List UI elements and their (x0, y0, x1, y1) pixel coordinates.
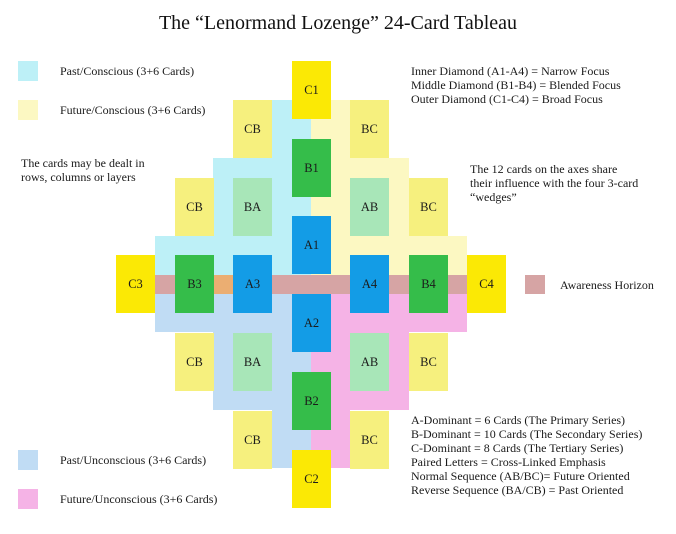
card-label: B4 (421, 276, 436, 291)
card-cb-bottom-left-outer[interactable]: CB (233, 411, 272, 469)
card-label: BC (420, 354, 437, 369)
legend-label-future-conscious: Future/Conscious (3+6 Cards) (60, 103, 206, 117)
legend-swatch-past-conscious (18, 61, 38, 81)
card-label: CB (186, 199, 203, 214)
legend-swatch-awareness-horizon (525, 275, 545, 294)
card-b4[interactable]: B4 (409, 255, 448, 313)
note-axes: The 12 cards on the axes share their inf… (470, 162, 638, 204)
card-ab-bottom-right[interactable]: AB (350, 333, 389, 391)
note-line: Paired Letters = Cross-Linked Emphasis (411, 455, 606, 469)
legend-label-past-unconscious: Past/Unconscious (3+6 Cards) (60, 453, 207, 467)
card-label: CB (186, 354, 203, 369)
card-label: A3 (244, 276, 261, 291)
card-label: BA (243, 199, 262, 214)
diagram-title: The “Lenormand Lozenge” 24-Card Tableau (158, 12, 518, 34)
note-line: The cards may be dealt in (21, 156, 145, 170)
card-label: B3 (187, 276, 202, 291)
card-bc-bottom-right-outer[interactable]: BC (350, 411, 389, 469)
legend-label-past-conscious: Past/Conscious (3+6 Cards) (60, 64, 195, 78)
legend-label-awareness-horizon: Awareness Horizon (560, 278, 654, 292)
card-ba-top-left[interactable]: BA (233, 178, 272, 236)
card-label: B1 (304, 160, 319, 175)
card-bc-top-right-outer[interactable]: BC (350, 100, 389, 158)
card-c3[interactable]: C3 (116, 255, 155, 313)
card-label: BC (420, 199, 437, 214)
card-ab-top-right[interactable]: AB (350, 178, 389, 236)
card-label: BC (361, 121, 378, 136)
card-a2[interactable]: A2 (292, 294, 331, 352)
card-bc-top-right[interactable]: BC (409, 178, 448, 236)
note-line: C-Dominant = 8 Cards (The Tertiary Serie… (411, 441, 624, 455)
card-label: BC (361, 432, 378, 447)
note-line: Normal Sequence (AB/BC)= Future Oriented (411, 469, 630, 483)
card-c1[interactable]: C1 (292, 61, 331, 119)
legend-label-future-unconscious: Future/Unconscious (3+6 Cards) (60, 492, 218, 506)
card-a4[interactable]: A4 (350, 255, 389, 313)
note-line: Outer Diamond (C1-C4) = Broad Focus (411, 92, 603, 106)
card-label: C4 (479, 276, 494, 291)
card-cb-top-left-outer[interactable]: CB (233, 100, 272, 158)
note-line: rows, columns or layers (21, 170, 136, 184)
note-diamonds: Inner Diamond (A1-A4) = Narrow Focus Mid… (411, 64, 621, 106)
legend-swatch-past-unconscious (18, 450, 38, 470)
card-cb-top-left[interactable]: CB (175, 178, 214, 236)
legend-swatch-future-unconscious (18, 489, 38, 509)
card-label: CB (244, 432, 261, 447)
card-a1[interactable]: A1 (292, 216, 331, 274)
card-label: C3 (128, 276, 143, 291)
card-label: B2 (304, 393, 319, 408)
note-line: A-Dominant = 6 Cards (The Primary Series… (411, 413, 626, 427)
card-label: A2 (303, 315, 320, 330)
card-label: CB (244, 121, 261, 136)
card-label: A1 (303, 237, 320, 252)
card-label: C2 (304, 471, 319, 486)
note-line: their influence with the four 3-card (470, 176, 639, 190)
legend-swatch-future-conscious (18, 100, 38, 120)
note-deal-method: The cards may be dealt in rows, columns … (21, 156, 145, 184)
card-cb-bottom-left[interactable]: CB (175, 333, 214, 391)
note-line: Inner Diamond (A1-A4) = Narrow Focus (411, 64, 610, 78)
card-b1[interactable]: B1 (292, 139, 331, 197)
note-series: A-Dominant = 6 Cards (The Primary Series… (411, 413, 642, 497)
awareness-horizon-orange-segment (213, 275, 233, 294)
card-c4[interactable]: C4 (467, 255, 506, 313)
card-b3[interactable]: B3 (175, 255, 214, 313)
card-label: A4 (361, 276, 378, 291)
card-label: AB (360, 199, 379, 214)
note-line: The 12 cards on the axes share (470, 162, 618, 176)
card-c2[interactable]: C2 (292, 450, 331, 508)
card-a3[interactable]: A3 (233, 255, 272, 313)
card-label: C1 (304, 82, 319, 97)
card-label: AB (360, 354, 379, 369)
card-ba-bottom-left[interactable]: BA (233, 333, 272, 391)
note-line: “wedges” (470, 190, 517, 204)
card-bc-bottom-right[interactable]: BC (409, 333, 448, 391)
note-line: Middle Diamond (B1-B4) = Blended Focus (411, 78, 621, 92)
card-b2[interactable]: B2 (292, 372, 331, 430)
note-line: Reverse Sequence (BA/CB) = Past Oriented (411, 483, 624, 497)
card-label: BA (243, 354, 262, 369)
note-line: B-Dominant = 10 Cards (The Secondary Ser… (411, 427, 643, 441)
